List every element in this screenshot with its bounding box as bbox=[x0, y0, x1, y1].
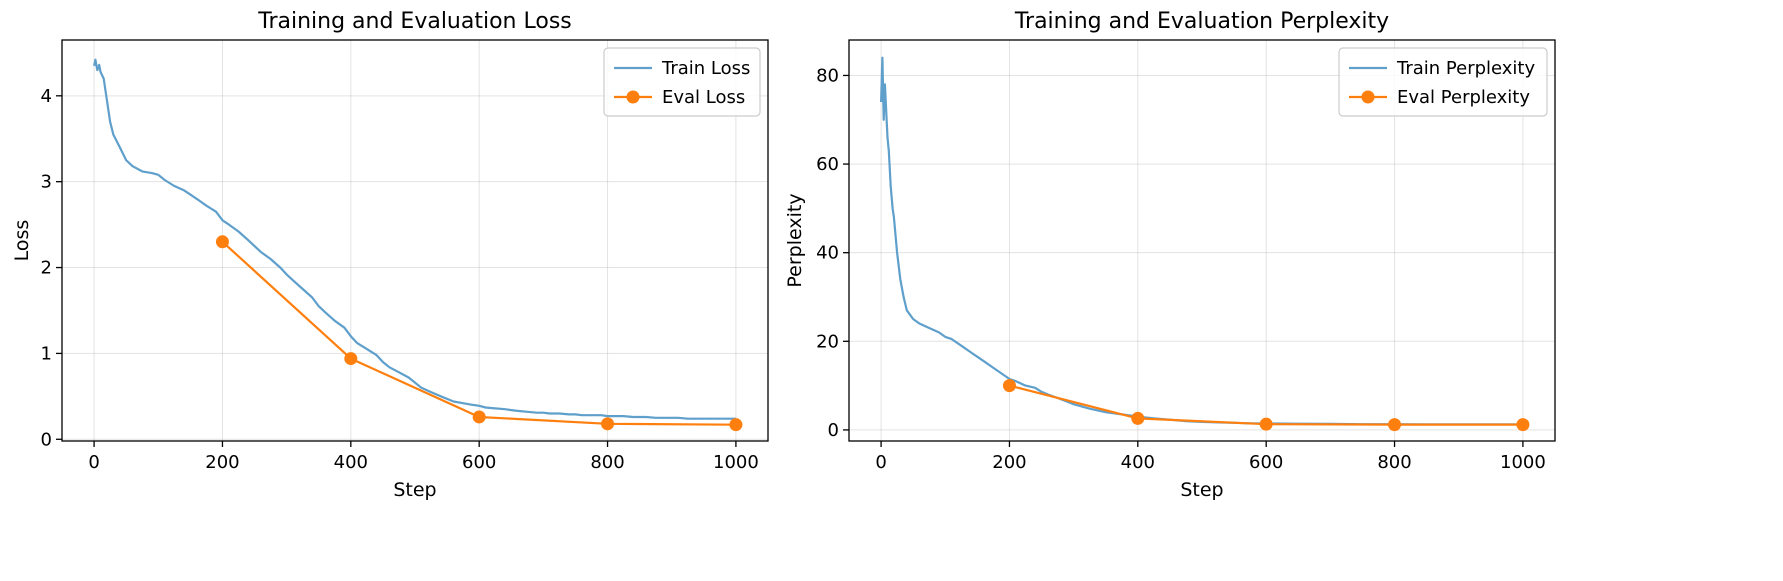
perplexity-x-tick-label: 400 bbox=[1121, 452, 1155, 473]
loss-x-tick-label: 800 bbox=[590, 452, 624, 473]
loss-x-tick-label: 200 bbox=[205, 452, 239, 473]
perplexity-eval-point bbox=[1002, 379, 1016, 393]
loss-axes-frame bbox=[61, 39, 769, 442]
perplexity-x-tick-label: 0 bbox=[875, 452, 886, 473]
loss-chart: 0 200 400 600 800 1000 0 1 2 3 4 Training and Evalu… bbox=[11, 9, 769, 501]
perplexity-legend-label-eval: Eval Perplexity bbox=[1397, 87, 1530, 108]
perplexity-y-tick-label: 20 bbox=[816, 331, 839, 352]
loss-eval-point bbox=[215, 235, 229, 249]
loss-y-tick-label: 2 bbox=[41, 258, 52, 279]
loss-eval-point bbox=[729, 418, 743, 432]
perplexity-eval-point bbox=[1259, 417, 1273, 431]
loss-eval-point bbox=[601, 417, 615, 431]
perplexity-x-tick-label: 1000 bbox=[1500, 452, 1546, 473]
perplexity-x-axis-label: Step bbox=[1180, 479, 1223, 501]
loss-legend: Train Loss Eval Loss bbox=[603, 47, 761, 117]
perplexity-eval-point bbox=[1516, 418, 1530, 432]
loss-x-axis-label: Step bbox=[393, 479, 436, 501]
perplexity-y-tick-label: 60 bbox=[816, 154, 839, 175]
loss-y-axis-label: Loss bbox=[11, 220, 33, 262]
loss-x-tick-label: 400 bbox=[334, 452, 368, 473]
loss-y-tick-label: 1 bbox=[41, 343, 52, 364]
perplexity-chart-title: Training and Evaluation Perplexity bbox=[1014, 9, 1389, 34]
loss-y-tick-label: 0 bbox=[41, 429, 52, 450]
loss-y-tick-label: 3 bbox=[41, 172, 52, 193]
loss-eval-point bbox=[344, 352, 358, 366]
perplexity-y-axis-label: Perplexity bbox=[784, 193, 806, 287]
perplexity-legend-box bbox=[1338, 47, 1548, 117]
perplexity-axes-frame bbox=[848, 39, 1556, 442]
loss-eval-point bbox=[472, 410, 486, 424]
perplexity-y-tick-label: 0 bbox=[828, 420, 839, 441]
loss-x-tick-label: 1000 bbox=[713, 452, 759, 473]
perplexity-legend: Train Perplexity Eval Perplexity bbox=[1338, 47, 1548, 117]
perplexity-x-tick-label: 600 bbox=[1249, 452, 1283, 473]
perplexity-eval-point bbox=[1131, 411, 1145, 425]
perplexity-legend-label-train: Train Perplexity bbox=[1396, 58, 1535, 79]
loss-series-train-line bbox=[93, 58, 736, 420]
loss-legend-box bbox=[603, 47, 761, 117]
loss-x-tick-label: 600 bbox=[462, 452, 496, 473]
perplexity-x-tick-label: 800 bbox=[1377, 452, 1411, 473]
perplexity-legend-marker bbox=[1361, 90, 1375, 104]
perplexity-y-tick-label: 80 bbox=[816, 65, 839, 86]
perplexity-x-tick-label: 200 bbox=[992, 452, 1026, 473]
loss-legend-label-eval: Eval Loss bbox=[662, 87, 745, 108]
loss-legend-label-train: Train Loss bbox=[661, 58, 750, 79]
loss-x-tick-label: 0 bbox=[88, 452, 99, 473]
perplexity-chart: 0 200 400 600 800 1000 0 20 40 60 80 Training and E… bbox=[784, 9, 1556, 501]
perplexity-eval-point bbox=[1388, 418, 1402, 432]
loss-legend-marker bbox=[626, 90, 640, 104]
loss-y-tick-label: 4 bbox=[41, 86, 52, 107]
perplexity-y-tick-label: 40 bbox=[816, 243, 839, 264]
loss-chart-title: Training and Evaluation Loss bbox=[257, 9, 572, 34]
